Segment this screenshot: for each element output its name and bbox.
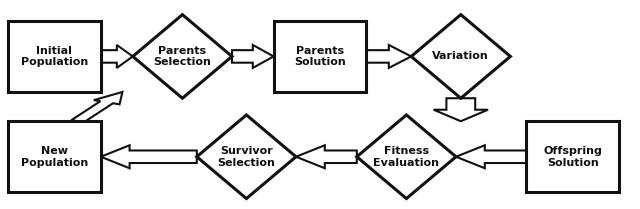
Polygon shape (101, 145, 197, 168)
Polygon shape (434, 98, 488, 121)
Text: Variation: Variation (433, 51, 489, 61)
Polygon shape (456, 145, 526, 168)
Bar (8, 21, 101, 92)
Bar (274, 21, 367, 92)
Polygon shape (357, 115, 456, 199)
Text: Parents
Solution: Parents Solution (294, 46, 346, 67)
Text: Parents
Selection: Parents Selection (154, 46, 211, 67)
Polygon shape (101, 45, 133, 68)
Polygon shape (296, 145, 357, 168)
Polygon shape (412, 15, 511, 98)
Text: Offspring
Solution: Offspring Solution (543, 146, 602, 168)
Bar (526, 121, 620, 192)
Text: New
Population: New Population (20, 146, 88, 168)
Polygon shape (232, 45, 274, 68)
Polygon shape (197, 115, 296, 199)
Bar (8, 121, 101, 192)
Polygon shape (366, 45, 412, 68)
Text: Initial
Population: Initial Population (20, 46, 88, 67)
Polygon shape (133, 15, 232, 98)
Text: Survivor
Selection: Survivor Selection (218, 146, 275, 168)
Polygon shape (71, 92, 122, 122)
Text: Fitness
Evaluation: Fitness Evaluation (373, 146, 440, 168)
